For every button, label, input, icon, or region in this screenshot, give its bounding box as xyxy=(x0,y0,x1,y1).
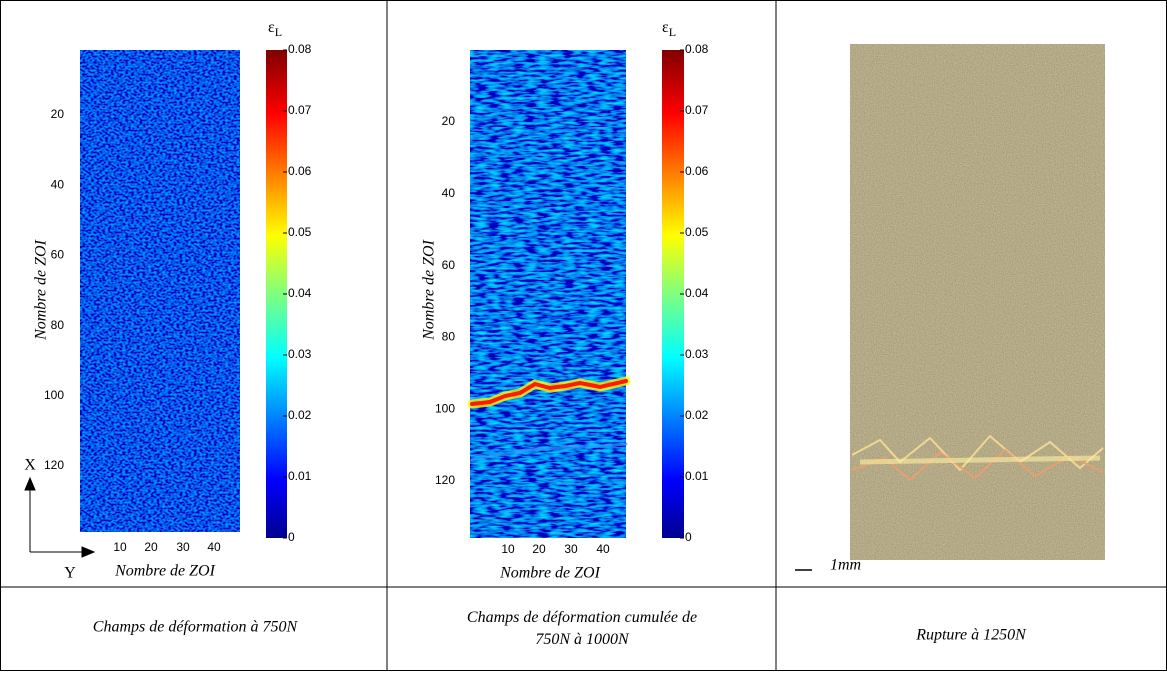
y-axis-label: Nombre de ZOI xyxy=(33,239,50,341)
colorbar-tick-label: 0.03 xyxy=(288,347,312,361)
colorbar-tick-label: 0.01 xyxy=(288,469,312,483)
y-tick-label: 120 xyxy=(435,473,455,487)
colorbar-tick-label: 0.07 xyxy=(288,103,312,117)
caption: Rupture à 1250N xyxy=(915,627,1027,644)
y-tick-label: 60 xyxy=(51,248,65,262)
colorbar-subscript: L xyxy=(669,25,676,39)
colorbar-tick-label: 0.06 xyxy=(288,164,312,178)
colorbar-label: εL xyxy=(268,19,282,39)
caption-line: Champs de déformation cumulée de xyxy=(467,609,697,626)
axis-y-name: Y xyxy=(64,565,76,582)
scale-label: 1mm xyxy=(830,557,861,574)
colorbar-tick-label: 0.02 xyxy=(288,408,312,422)
colorbar-tick-label: 0.03 xyxy=(685,347,709,361)
y-tick-label: 40 xyxy=(442,186,456,200)
colorbar-subscript: L xyxy=(275,25,282,39)
colorbar-tick-label: 0.04 xyxy=(288,286,312,300)
caption-line: 750N à 1000N xyxy=(535,631,630,648)
colorbar-tick-label: 0.01 xyxy=(685,469,709,483)
x-tick-label: 10 xyxy=(113,540,127,554)
x-tick-label: 20 xyxy=(144,540,158,554)
heatmap xyxy=(470,50,626,538)
x-tick-label: 20 xyxy=(532,542,546,556)
y-tick-label: 20 xyxy=(442,114,456,128)
y-tick-label: 60 xyxy=(442,258,456,272)
specimen-photo xyxy=(850,44,1105,560)
colorbar-label: εL xyxy=(662,19,676,39)
caption: Champs de déformation à 750N xyxy=(93,619,299,636)
strain-band xyxy=(467,376,631,462)
x-tick-label: 30 xyxy=(564,542,578,556)
y-tick-label: 20 xyxy=(51,107,65,121)
colorbar-tick-label: 0.02 xyxy=(685,408,709,422)
colorbar-tick-label: 0 xyxy=(288,530,295,544)
x-tick-label: 10 xyxy=(501,542,515,556)
x-tick-label: 40 xyxy=(207,540,221,554)
colorbar xyxy=(266,50,287,538)
fracture-zone xyxy=(851,434,1104,482)
colorbar-tick-label: 0.08 xyxy=(685,42,709,56)
y-tick-label: 100 xyxy=(435,401,455,415)
colorbar-tick-label: 0.05 xyxy=(685,225,709,239)
axis-x-name: X xyxy=(24,457,36,474)
y-tick-label: 120 xyxy=(44,458,64,472)
colorbar-tick-label: 0.07 xyxy=(685,103,709,117)
y-tick-label: 80 xyxy=(51,318,65,332)
y-axis-label: Nombre de ZOI xyxy=(421,239,438,341)
x-tick-label: 40 xyxy=(596,542,610,556)
heatmap xyxy=(80,50,240,532)
colorbar-symbol: ε xyxy=(662,19,669,36)
colorbar-tick-label: 0 xyxy=(685,530,692,544)
x-tick-label: 30 xyxy=(176,540,190,554)
x-axis-label: Nombre de ZOI xyxy=(114,563,216,580)
colorbar-symbol: ε xyxy=(268,19,275,36)
colorbar-tick-label: 0.05 xyxy=(288,225,312,239)
colorbar-tick-label: 0.06 xyxy=(685,164,709,178)
caption: Champs de déformation cumulée de 750N à 1… xyxy=(467,609,697,648)
y-tick-label: 80 xyxy=(442,330,456,344)
x-axis-label: Nombre de ZOI xyxy=(499,565,601,582)
y-tick-label: 40 xyxy=(51,177,65,191)
axis-arrows xyxy=(24,476,96,558)
y-tick-label: 100 xyxy=(44,388,64,402)
colorbar xyxy=(662,50,684,538)
colorbar-tick-label: 0.04 xyxy=(685,286,709,300)
colorbar-tick-label: 0.08 xyxy=(288,42,312,56)
